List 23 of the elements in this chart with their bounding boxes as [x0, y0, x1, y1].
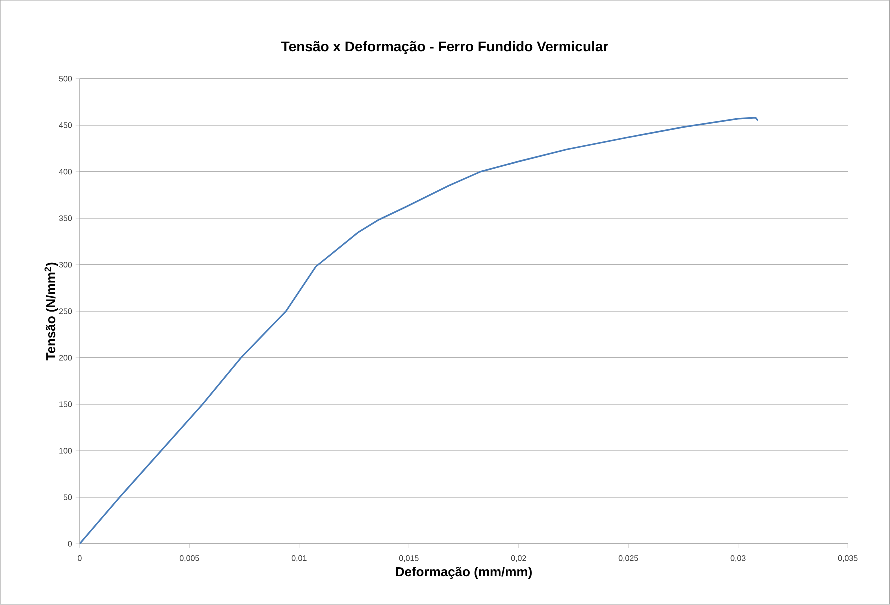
- x-axis-title: Deformação (mm/mm): [396, 567, 532, 580]
- y-tick-label: 350: [59, 216, 72, 222]
- x-tick-label: 0,03: [730, 556, 746, 562]
- x-tick-label: 0,025: [618, 556, 638, 562]
- y-tick-label: 200: [59, 355, 72, 361]
- x-tick-label: 0,015: [399, 556, 419, 562]
- y-tick-label: 450: [59, 122, 72, 128]
- y-tick-label: 100: [60, 448, 72, 454]
- line-series: [80, 117, 759, 544]
- x-tick-label: 0: [78, 556, 82, 562]
- x-tick-label: 0,005: [180, 556, 200, 562]
- x-tick-label: 0,01: [292, 556, 307, 562]
- x-tick-label: 0,035: [838, 556, 858, 562]
- y-tick-label: 50: [64, 494, 72, 500]
- y-tick-label: 500: [59, 76, 72, 82]
- chart-title: Tensão x Deformação - Ferro Fundido Vermicular: [281, 41, 608, 54]
- y-tick-label: 400: [59, 169, 72, 175]
- y-tick-label: 300: [59, 262, 72, 268]
- y-tick-label: 150: [60, 402, 72, 408]
- y-tick-label: 250: [59, 308, 72, 314]
- x-tick-label: 0,02: [511, 556, 526, 562]
- y-tick-label: 0: [68, 541, 72, 547]
- y-axis-title: Tensão (N/mm$^{2}$): [44, 262, 58, 361]
